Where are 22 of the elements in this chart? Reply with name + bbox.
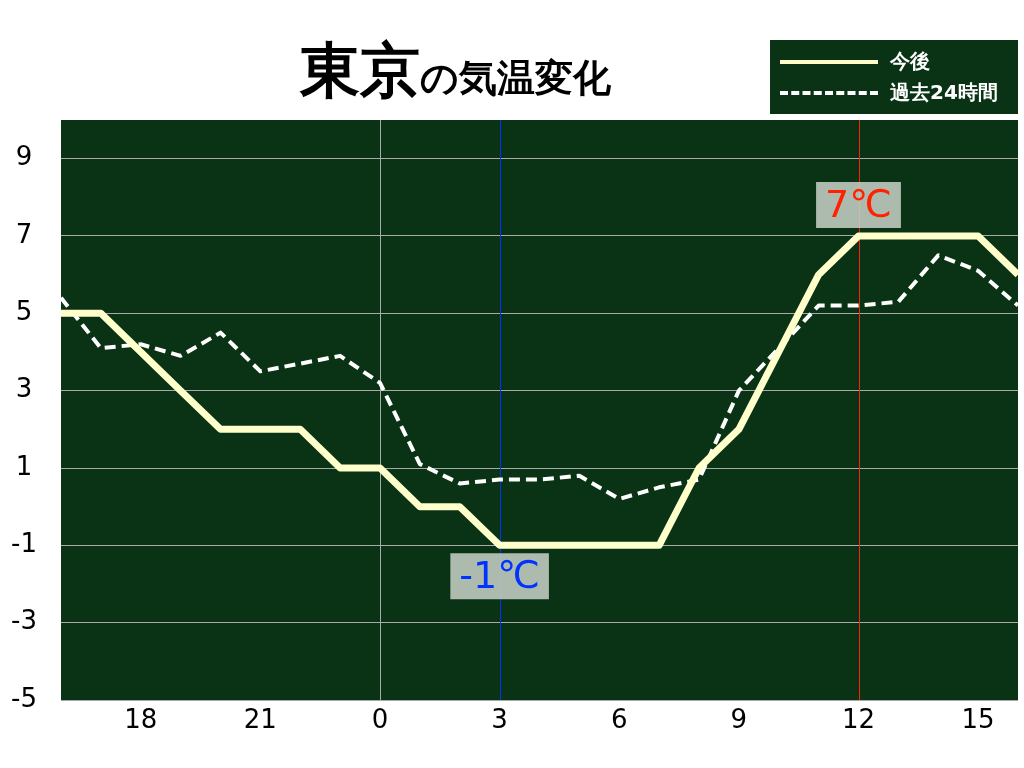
x-tick-label: 3	[491, 704, 508, 735]
x-tick-label: 21	[243, 704, 277, 735]
y-tick-label: 7	[15, 218, 33, 249]
y-tick-label: -5	[11, 682, 38, 713]
x-tick-label: 9	[730, 704, 748, 735]
legend-label: 今後	[890, 48, 930, 75]
legend-label: 過去24時間	[890, 79, 998, 106]
y-tick-label: 3	[15, 373, 33, 404]
y-tick-label: 5	[15, 296, 33, 327]
y-tick-label: -3	[11, 605, 38, 636]
x-tick-label: 6	[610, 704, 628, 735]
y-tick-label: 9	[15, 141, 33, 172]
annotation: 7℃	[825, 181, 892, 226]
y-tick-label: -1	[11, 528, 38, 559]
x-tick-label: 15	[961, 704, 995, 735]
line-series	[59, 253, 1020, 501]
y-tick-label: 1	[15, 450, 33, 481]
chart-title: 東京の気温変化	[300, 35, 611, 105]
annotation: -1℃	[459, 553, 540, 598]
x-tick-label: 18	[124, 704, 158, 735]
x-tick-label: 0	[371, 704, 389, 735]
x-tick-label: 12	[841, 704, 876, 735]
